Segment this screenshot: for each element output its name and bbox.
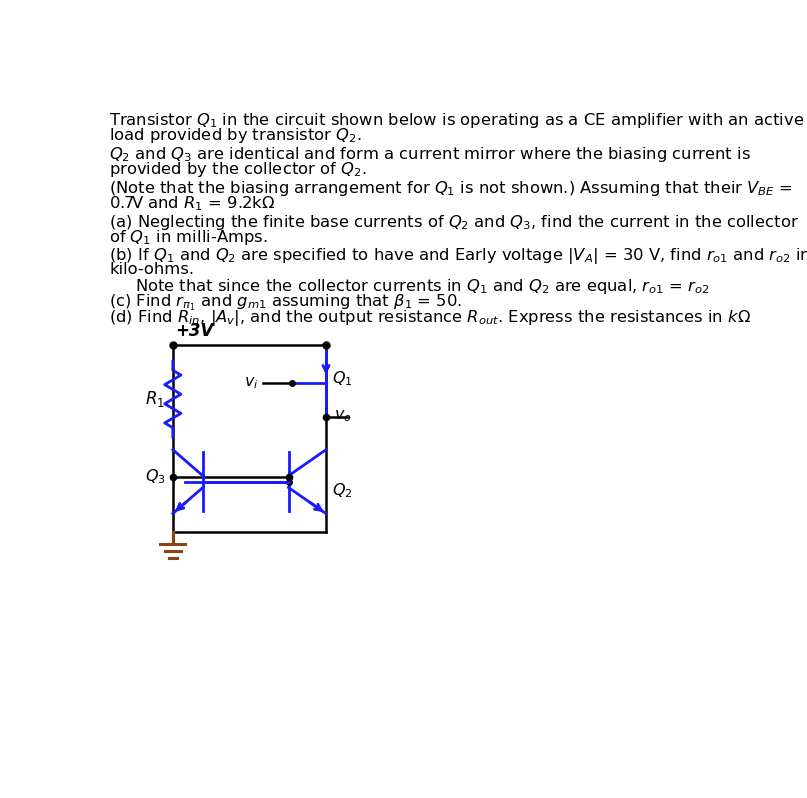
Text: (b) If $Q_1$ and $Q_2$ are specified to have and Early voltage $|V_A|$ = 30 V, f: (b) If $Q_1$ and $Q_2$ are specified to … xyxy=(109,247,807,267)
Text: $v_o$: $v_o$ xyxy=(333,408,351,424)
Text: $Q_2$ and $Q_3$ are identical and form a current mirror where the biasing curren: $Q_2$ and $Q_3$ are identical and form a… xyxy=(109,145,751,164)
Text: $R_1$: $R_1$ xyxy=(145,389,165,409)
Text: Note that since the collector currents in $Q_1$ and $Q_2$ are equal, $r_{o1}$ = : Note that since the collector currents i… xyxy=(136,277,710,296)
Text: $Q_3$: $Q_3$ xyxy=(144,468,165,486)
Text: (Note that the biasing arrangement for $Q_1$ is not shown.) Assuming that their : (Note that the biasing arrangement for $… xyxy=(109,179,792,198)
Text: Transistor $Q_1$ in the circuit shown below is operating as a CE amplifier with : Transistor $Q_1$ in the circuit shown be… xyxy=(109,111,805,130)
Text: 0.7V and $R_1$ = 9.2k$\Omega$: 0.7V and $R_1$ = 9.2k$\Omega$ xyxy=(109,194,275,213)
Text: provided by the collector of $Q_2$.: provided by the collector of $Q_2$. xyxy=(109,160,366,180)
Text: (a) Neglecting the finite base currents of $Q_2$ and $Q_3$, find the current in : (a) Neglecting the finite base currents … xyxy=(109,212,799,231)
Text: $v_i$: $v_i$ xyxy=(244,376,258,391)
Text: $Q_2$: $Q_2$ xyxy=(332,481,353,500)
Text: $Q_1$: $Q_1$ xyxy=(332,369,353,388)
Text: of $Q_1$ in milli-Amps.: of $Q_1$ in milli-Amps. xyxy=(109,228,267,247)
Text: (d) Find $R_{in}$, $|A_v|$, and the output resistance $R_{out}$. Express the res: (d) Find $R_{in}$, $|A_v|$, and the outp… xyxy=(109,308,751,328)
Text: load provided by transistor $Q_2$.: load provided by transistor $Q_2$. xyxy=(109,127,362,145)
Text: kilo-ohms.: kilo-ohms. xyxy=(109,262,194,277)
Text: +3V: +3V xyxy=(175,322,214,340)
Text: (c) Find $r_{\pi_1}$ and $g_{m1}$ assuming that $\beta_1$ = 50.: (c) Find $r_{\pi_1}$ and $g_{m1}$ assumi… xyxy=(109,292,462,313)
